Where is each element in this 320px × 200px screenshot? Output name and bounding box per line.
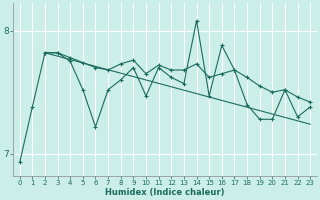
X-axis label: Humidex (Indice chaleur): Humidex (Indice chaleur) <box>105 188 225 197</box>
